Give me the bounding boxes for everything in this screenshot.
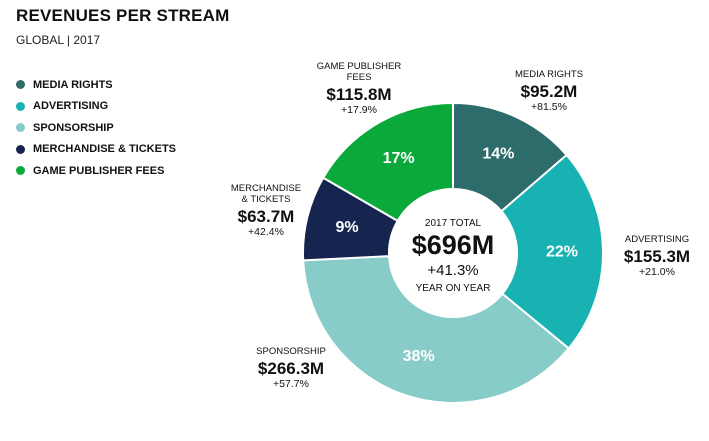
slice-percent-label: 17%: [383, 150, 415, 167]
slice-game-publisher-fees: [321, 101, 454, 223]
legend-swatch-media-rights: [16, 80, 25, 90]
callout-merchandise: MERCHANDISE & TICKETS $63.7M +42.4%: [212, 183, 320, 239]
slice-advertising: [500, 153, 604, 350]
chart-subtitle: GLOBAL | 2017: [16, 33, 101, 47]
center-footnote: YEAR ON YEAR: [415, 283, 491, 295]
slice-percent-label: 22%: [546, 243, 578, 260]
callout-name: MERCHANDISE: [230, 183, 302, 194]
slice-percent-label: 9%: [336, 219, 359, 236]
center-caption: 2017 TOTAL: [424, 218, 482, 229]
legend-swatch-advertising: [16, 101, 25, 111]
chart-title: REVENUES PER STREAM: [16, 6, 230, 25]
callout-growth: +17.9%: [341, 104, 377, 117]
donut-center: 2017 TOTAL $696M +41.3% YEAR ON YEAR: [389, 218, 517, 294]
donut-chart: 14% 22% 38% 9% 17%: [302, 101, 604, 404]
callout-name: MEDIA RIGHTS: [514, 69, 584, 80]
slice-sponsorship: [302, 255, 571, 404]
slice-percent-label: 14%: [482, 145, 514, 162]
callout-game-publisher: GAME PUBLISHER FEES $115.8M +17.9%: [300, 61, 418, 117]
legend-label: MERCHANDISE & TICKETS: [33, 143, 177, 156]
callout-name: GAME PUBLISHER: [316, 61, 402, 72]
callout-advertising: ADVERTISING $155.3M +21.0%: [612, 234, 702, 279]
slice-percent-label: 38%: [403, 348, 435, 365]
callout-sponsorship: SPONSORSHIP $266.3M +57.7%: [240, 346, 342, 391]
callout-growth: +57.7%: [273, 378, 309, 391]
legend-item-media-rights: MEDIA RIGHTS: [16, 74, 176, 96]
callout-value: $155.3M: [623, 246, 691, 266]
callout-value: $63.7M: [237, 206, 295, 226]
legend-item-sponsorship: SPONSORSHIP: [16, 117, 176, 139]
callout-name: FEES: [346, 71, 372, 83]
callout-media-rights: MEDIA RIGHTS $95.2M +81.5%: [494, 69, 604, 114]
callout-growth: +42.4%: [248, 226, 284, 239]
legend-swatch-merchandise: [16, 144, 25, 154]
callout-value: $266.3M: [257, 358, 325, 378]
legend: MEDIA RIGHTS ADVERTISING SPONSORSHIP MER…: [16, 74, 176, 182]
center-total: $696M: [411, 230, 495, 260]
callout-value: $95.2M: [520, 81, 578, 101]
legend-label: SPONSORSHIP: [33, 121, 114, 134]
callout-name: ADVERTISING: [624, 234, 690, 245]
callout-growth: +81.5%: [531, 101, 567, 114]
callout-value: $115.8M: [326, 84, 392, 104]
legend-swatch-game-publisher: [16, 166, 25, 176]
callout-growth: +21.0%: [639, 266, 675, 279]
legend-label: GAME PUBLISHER FEES: [33, 164, 165, 177]
legend-label: MEDIA RIGHTS: [33, 78, 113, 91]
legend-item-merchandise: MERCHANDISE & TICKETS: [16, 139, 176, 161]
callout-name: SPONSORSHIP: [256, 346, 326, 357]
callout-name: & TICKETS: [241, 193, 291, 205]
center-growth: +41.3%: [427, 261, 479, 279]
legend-item-advertising: ADVERTISING: [16, 96, 176, 118]
legend-swatch-sponsorship: [16, 123, 25, 133]
legend-label: ADVERTISING: [33, 100, 109, 113]
legend-item-game-publisher: GAME PUBLISHER FEES: [16, 160, 176, 182]
